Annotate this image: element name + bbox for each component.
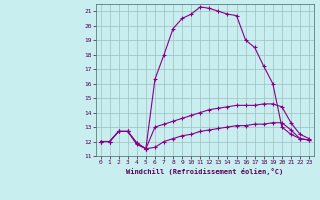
X-axis label: Windchill (Refroidissement éolien,°C): Windchill (Refroidissement éolien,°C) xyxy=(126,168,284,175)
